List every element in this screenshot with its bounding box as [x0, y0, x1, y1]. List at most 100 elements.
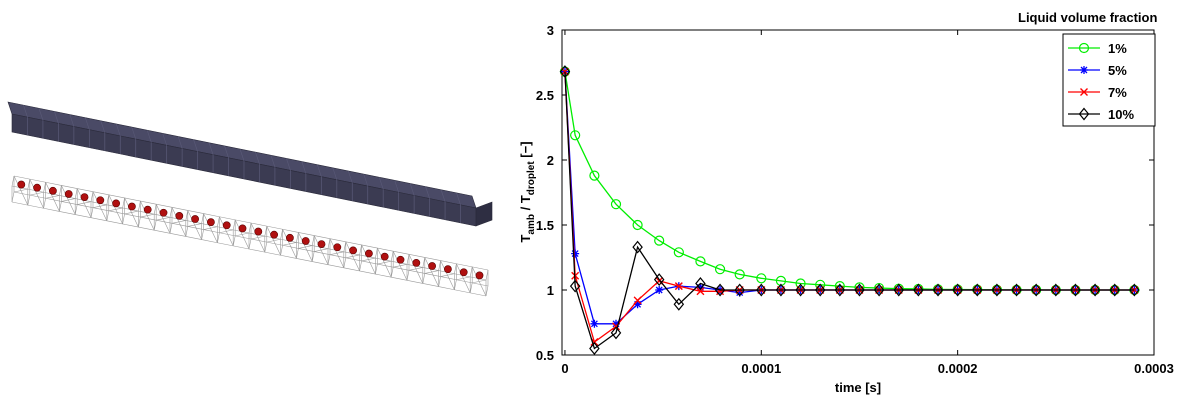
droplet-particle [443, 265, 452, 274]
solid-bar-cell-divider [208, 142, 214, 155]
wireframe-edge [266, 241, 283, 246]
wireframe-edge [298, 232, 315, 236]
wireframe-edge [13, 188, 28, 193]
wireframe-edge [92, 204, 107, 208]
wireframe-edge [106, 220, 123, 225]
wireframe-edge [345, 254, 360, 259]
wireframe-edge [266, 238, 281, 243]
wireframe-edge [90, 217, 107, 222]
data-point [695, 256, 706, 267]
droplet-particle [80, 193, 89, 201]
wireframe-edge [61, 185, 78, 189]
solid-bar-cell-divider [347, 170, 353, 184]
wireframe-edge [454, 279, 457, 290]
wireframe-edge [187, 223, 202, 227]
data-point [673, 247, 684, 258]
wireframe-edge [314, 248, 329, 252]
data-point [814, 283, 826, 297]
wireframe-edge [11, 175, 15, 187]
solid-bar-cell-divider [193, 139, 198, 152]
wireframe-edge [359, 270, 376, 275]
wireframe-edge [298, 245, 313, 249]
solid-cell-bar [7, 101, 493, 227]
data-point [775, 283, 787, 297]
wireframe-edge [201, 213, 204, 224]
wireframe-edge [440, 260, 457, 265]
legend-swatch-marker [1078, 42, 1090, 54]
wireframe-edge [327, 238, 331, 249]
wireframe-edge [140, 216, 157, 221]
wireframe-edge [422, 273, 426, 284]
x-tick-label: 0.0001 [741, 361, 781, 376]
wireframe-edge [424, 257, 441, 261]
wireframe-edge [185, 210, 189, 221]
x-axis-ticks: 0 0.0001 0.0002 0.0003 [561, 30, 1174, 376]
solid-bar-cell-divider [38, 108, 44, 121]
wireframe-edge [311, 235, 315, 246]
wireframe-edge [156, 203, 173, 208]
data-point [589, 170, 600, 181]
wireframe-edge [61, 198, 76, 202]
wireframe-edge [77, 204, 94, 208]
wireframe-edge [11, 191, 15, 203]
wireframe-edge [217, 216, 220, 227]
legend-swatch-marker [1080, 66, 1088, 74]
series-line [564, 71, 1135, 291]
wireframe-edge [13, 191, 30, 196]
wireframe-edge [250, 222, 267, 227]
y-axis-ticks: 0.5 1 1.5 2 2.5 3 [536, 23, 1154, 363]
droplet-particle [364, 249, 373, 258]
data-point [734, 269, 745, 280]
data-point [714, 264, 726, 275]
wireframe-edge [280, 229, 283, 240]
solid-bar-cell-divider [162, 133, 167, 146]
series-7pct [560, 67, 1139, 346]
wireframe-edge [154, 229, 171, 234]
data-point [952, 283, 963, 297]
solid-bar-cell-divider [69, 114, 75, 127]
data-point [695, 277, 706, 290]
wireframe-edge [153, 204, 157, 215]
wireframe-edge [327, 264, 344, 269]
droplet-particle [143, 205, 152, 214]
wireframe-edge [169, 233, 186, 237]
legend-swatch-marker [1080, 88, 1088, 96]
wireframe-edge [140, 200, 157, 205]
wireframe-edge [359, 244, 362, 255]
wireframe-edge [390, 267, 394, 278]
wireframe-edge [106, 210, 110, 221]
solid-bar-cell-divider [394, 180, 399, 193]
wireframe-edge [393, 266, 410, 271]
wireframe-edge [408, 254, 425, 258]
droplet-particle [396, 255, 405, 264]
solid-bar-cell-divider [270, 155, 276, 168]
wireframe-edge [29, 191, 44, 196]
droplet-particle [49, 186, 57, 195]
wireframe-edge [361, 257, 376, 262]
y-tick-label: 1.5 [536, 218, 554, 233]
x-tick-label: 0.0002 [938, 361, 978, 376]
solid-bar-cell-divider [409, 183, 415, 196]
wireframe-edge [393, 264, 408, 268]
data-point [654, 235, 665, 246]
droplet-particle [17, 180, 26, 189]
data-point [570, 130, 581, 141]
wireframe-edge [187, 210, 204, 214]
data-point [734, 283, 745, 297]
data-point [932, 283, 944, 297]
wireframe-edge [312, 261, 329, 265]
wireframe-edge [201, 229, 204, 240]
wireframe-edge [377, 247, 394, 252]
data-point [1129, 283, 1140, 297]
wireframe-edge [235, 219, 252, 224]
legend-items: 1% 5% 7% 10% [1068, 41, 1134, 122]
wireframe-edge [74, 204, 78, 215]
wireframe-edge [153, 220, 157, 231]
wireframe-edge [472, 279, 487, 284]
droplet-particle [317, 240, 326, 248]
wireframe-edge [248, 222, 252, 234]
wireframe-edge [345, 241, 362, 246]
data-point [795, 283, 806, 297]
wireframe-edge [250, 235, 265, 240]
